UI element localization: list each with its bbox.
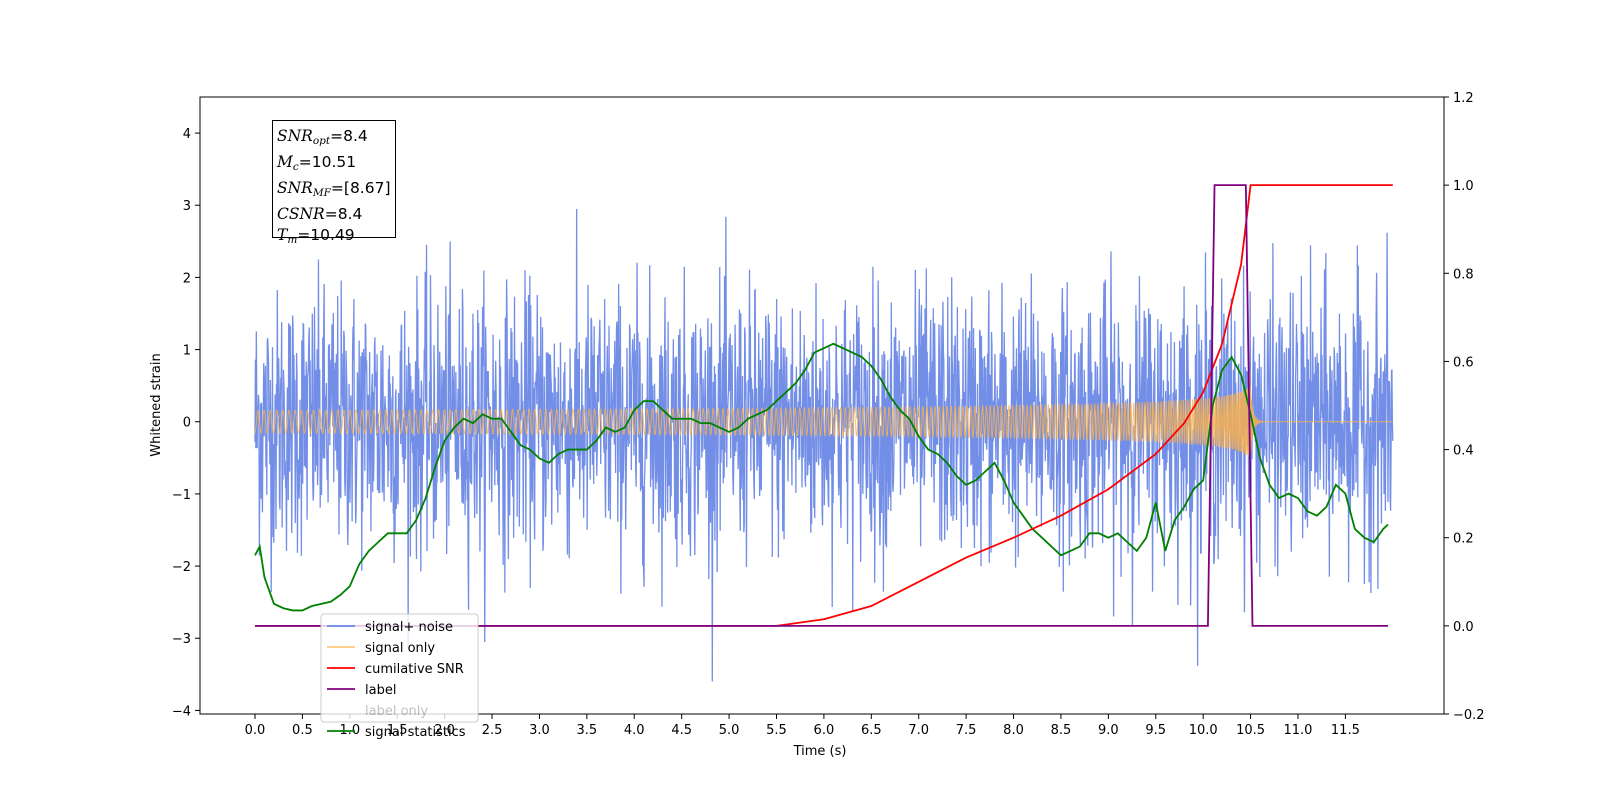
legend-label: signal statistics	[365, 725, 466, 740]
series-cumulative-snr	[254, 184, 1393, 627]
stats-row: SNRopt=8.4	[277, 126, 395, 152]
stats-row: Mc=10.51	[277, 152, 395, 178]
y-left-tick-label: 0	[183, 416, 191, 431]
y-right-tick-label: 0.4	[1453, 444, 1474, 459]
series-signal-statistics	[254, 342, 1389, 612]
x-tick-label: 0.0	[245, 723, 266, 738]
stats-subscript: m	[287, 234, 298, 246]
stats-row: Tm=10.49	[277, 225, 395, 251]
x-tick-label: 11.0	[1284, 723, 1313, 738]
y-right-tick-label: −0.2	[1453, 708, 1485, 723]
series-label	[254, 184, 1389, 627]
series-signal-only	[254, 373, 1393, 465]
legend-box	[320, 613, 479, 723]
stats-value: =10.49	[297, 226, 355, 244]
x-tick-label: 10.5	[1236, 723, 1265, 738]
x-tick-label: 1.5	[387, 723, 408, 738]
legend-label: label	[365, 683, 396, 698]
y-left-tick-label: −1	[172, 488, 191, 503]
y-axis-label-left: Whitened strain	[149, 353, 164, 456]
plot-area	[254, 184, 1394, 682]
legend-label: signal only	[365, 641, 435, 656]
y-left-tick-label: 4	[183, 127, 191, 142]
x-tick-label: 5.0	[719, 723, 740, 738]
stats-row: CSNR=8.4	[277, 204, 395, 225]
y-right-tick-label: 0.8	[1453, 267, 1474, 282]
x-tick-label: 0.5	[292, 723, 313, 738]
y-right-tick-label: 1.0	[1453, 179, 1474, 194]
x-tick-label: 11.5	[1331, 723, 1360, 738]
y-right-tick-label: 0.0	[1453, 620, 1474, 635]
legend-label: label only	[365, 704, 428, 719]
x-tick-label: 6.0	[814, 723, 835, 738]
stats-value: =8.4	[324, 205, 363, 223]
stats-symbol: T	[277, 226, 288, 244]
x-tick-label: 2.5	[482, 723, 503, 738]
stats-symbol: CSNR	[277, 205, 325, 223]
y-left-tick-label: −4	[172, 704, 191, 719]
x-tick-label: 7.0	[908, 723, 929, 738]
legend: signal+ noise signal only cumilative SNR la…	[320, 613, 479, 740]
legend-label: cumilative SNR	[365, 662, 464, 677]
stats-subscript: c	[292, 161, 299, 173]
y-right-tick-label: 1.2	[1453, 91, 1474, 106]
stats-subscript: opt	[312, 135, 331, 147]
y-axis-left: −4 −3 −2 −1 0 1 2 3 4	[172, 127, 200, 719]
legend-label: signal+ noise	[365, 620, 453, 635]
y-left-tick-label: 1	[183, 344, 191, 359]
y-left-tick-label: 3	[183, 199, 191, 214]
y-right-tick-label: 0.2	[1453, 532, 1474, 547]
y-right-tick-label: 0.6	[1453, 355, 1474, 370]
x-tick-label: 9.0	[1098, 723, 1119, 738]
x-tick-label: 8.5	[1051, 723, 1072, 738]
stats-symbol: SNR	[277, 179, 313, 197]
x-axis: 0.0 0.5 1.0 1.5 2.0 2.5 3.0 3.5 4.0 4.5 5.0 5.5 6.0 6…	[245, 714, 1360, 738]
y-axis-right: −0.2 0.0 0.2 0.4 0.6 0.8 1.0 1.2	[1444, 91, 1485, 723]
stats-symbol: SNR	[277, 127, 313, 145]
series-signal-noise	[254, 209, 1394, 682]
x-tick-label: 2.0	[434, 723, 455, 738]
stats-row: SNRMF=[8.67]	[277, 178, 395, 204]
x-axis-label: Time (s)	[793, 744, 847, 759]
stats-subscript: MF	[312, 187, 331, 199]
stats-value: =8.4	[330, 127, 368, 145]
x-tick-label: 5.5	[766, 723, 787, 738]
stats-value: =10.51	[298, 153, 357, 171]
y-left-tick-label: −3	[172, 632, 191, 647]
x-tick-label: 6.5	[861, 723, 882, 738]
y-left-tick-label: 2	[183, 271, 191, 286]
x-tick-label: 4.0	[624, 723, 645, 738]
x-tick-label: 10.0	[1189, 723, 1218, 738]
x-tick-label: 3.5	[577, 723, 598, 738]
x-tick-label: 3.0	[529, 723, 550, 738]
stats-box: SNRopt=8.4 Mc=10.51 SNRMF=[8.67] CSNR=8.4 Tm…	[272, 120, 396, 246]
stats-value: =[8.67]	[330, 179, 391, 197]
x-tick-label: 7.5	[956, 723, 977, 738]
axes-frame	[199, 96, 1445, 715]
x-tick-label: 9.5	[1145, 723, 1166, 738]
x-tick-label: 4.5	[671, 723, 692, 738]
x-tick-label: 8.0	[1003, 723, 1024, 738]
y-left-tick-label: −2	[172, 560, 191, 575]
stats-symbol: M	[277, 153, 293, 171]
